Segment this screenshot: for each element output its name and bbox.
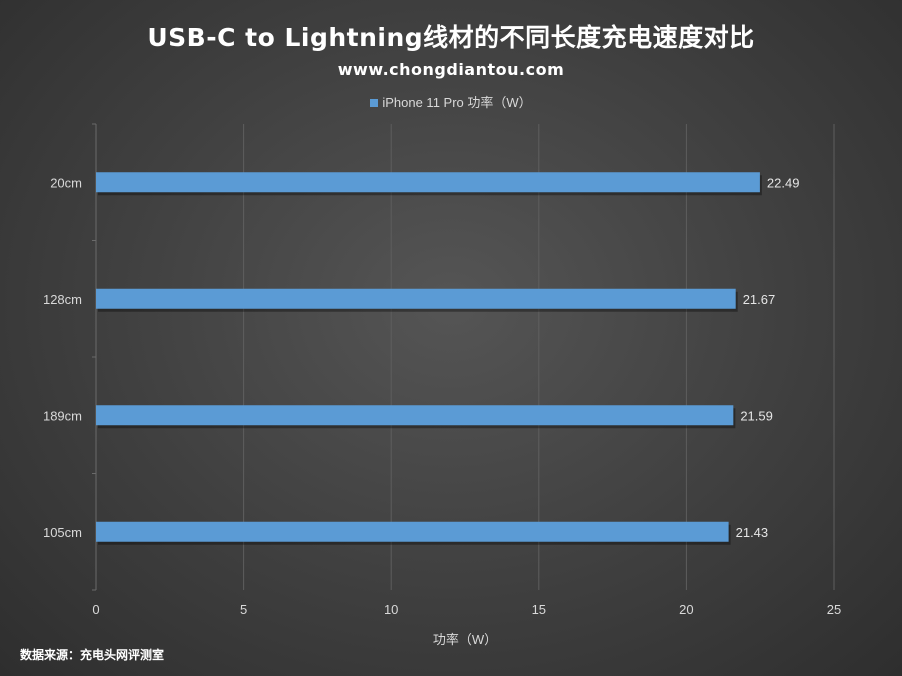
x-tick-label-0: 0 — [92, 602, 99, 617]
data-source: 数据来源：充电头网评测室 — [20, 648, 165, 662]
x-tick-label-25: 25 — [827, 602, 841, 617]
bar-20cm — [96, 172, 760, 193]
y-tick-label-105cm: 105cm — [43, 525, 82, 540]
data-label-105cm: 21.43 — [736, 525, 769, 540]
chart-title: USB-C to Lightning线材的不同长度充电速度对比 — [147, 23, 755, 52]
x-tick-label-15: 15 — [532, 602, 546, 617]
data-label-128cm: 21.67 — [743, 292, 776, 307]
bar-189cm — [96, 405, 734, 426]
x-axis-title: 功率（W） — [433, 632, 497, 647]
bar-105cm — [96, 521, 729, 542]
legend-swatch — [370, 98, 379, 107]
data-label-20cm: 22.49 — [767, 175, 800, 190]
y-tick-label-189cm: 189cm — [43, 408, 82, 423]
x-tick-label-20: 20 — [679, 602, 693, 617]
y-tick-label-128cm: 128cm — [43, 292, 82, 307]
x-tick-label-5: 5 — [240, 602, 247, 617]
y-tick-label-20cm: 20cm — [50, 175, 82, 190]
bar-128cm — [96, 288, 736, 309]
chart-subtitle: www.chongdiantou.com — [337, 60, 565, 79]
legend-label: iPhone 11 Pro 功率（W） — [382, 95, 532, 110]
data-label-189cm: 21.59 — [740, 408, 773, 423]
x-tick-label-10: 10 — [384, 602, 398, 617]
chart-legend: iPhone 11 Pro 功率（W） — [0, 92, 902, 111]
